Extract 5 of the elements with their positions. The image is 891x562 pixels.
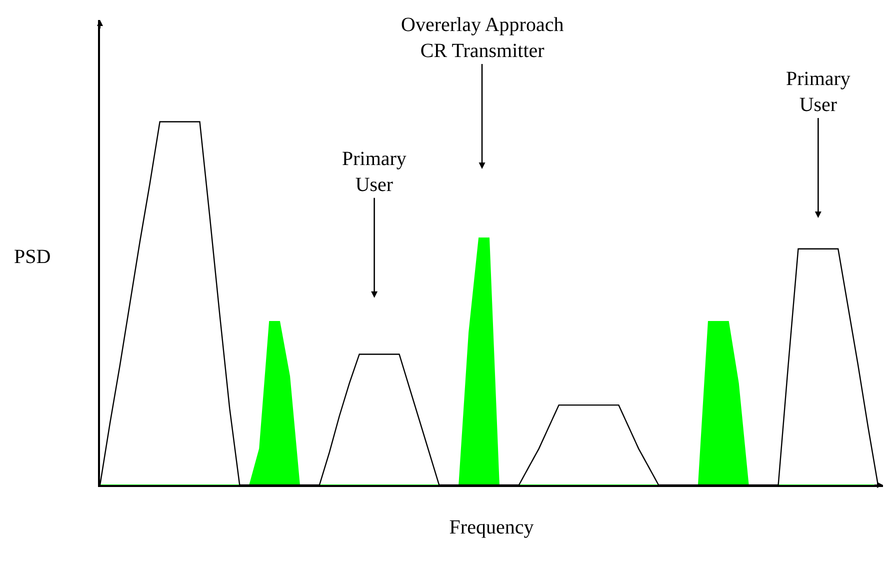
text: Overerlay Approach CR Transmitter: [401, 14, 564, 62]
x-axis-title: Frequency: [449, 516, 534, 538]
text: Primary User: [786, 68, 850, 116]
annotation: Primary User: [342, 148, 406, 196]
y-axis-title: PSD: [14, 246, 51, 268]
